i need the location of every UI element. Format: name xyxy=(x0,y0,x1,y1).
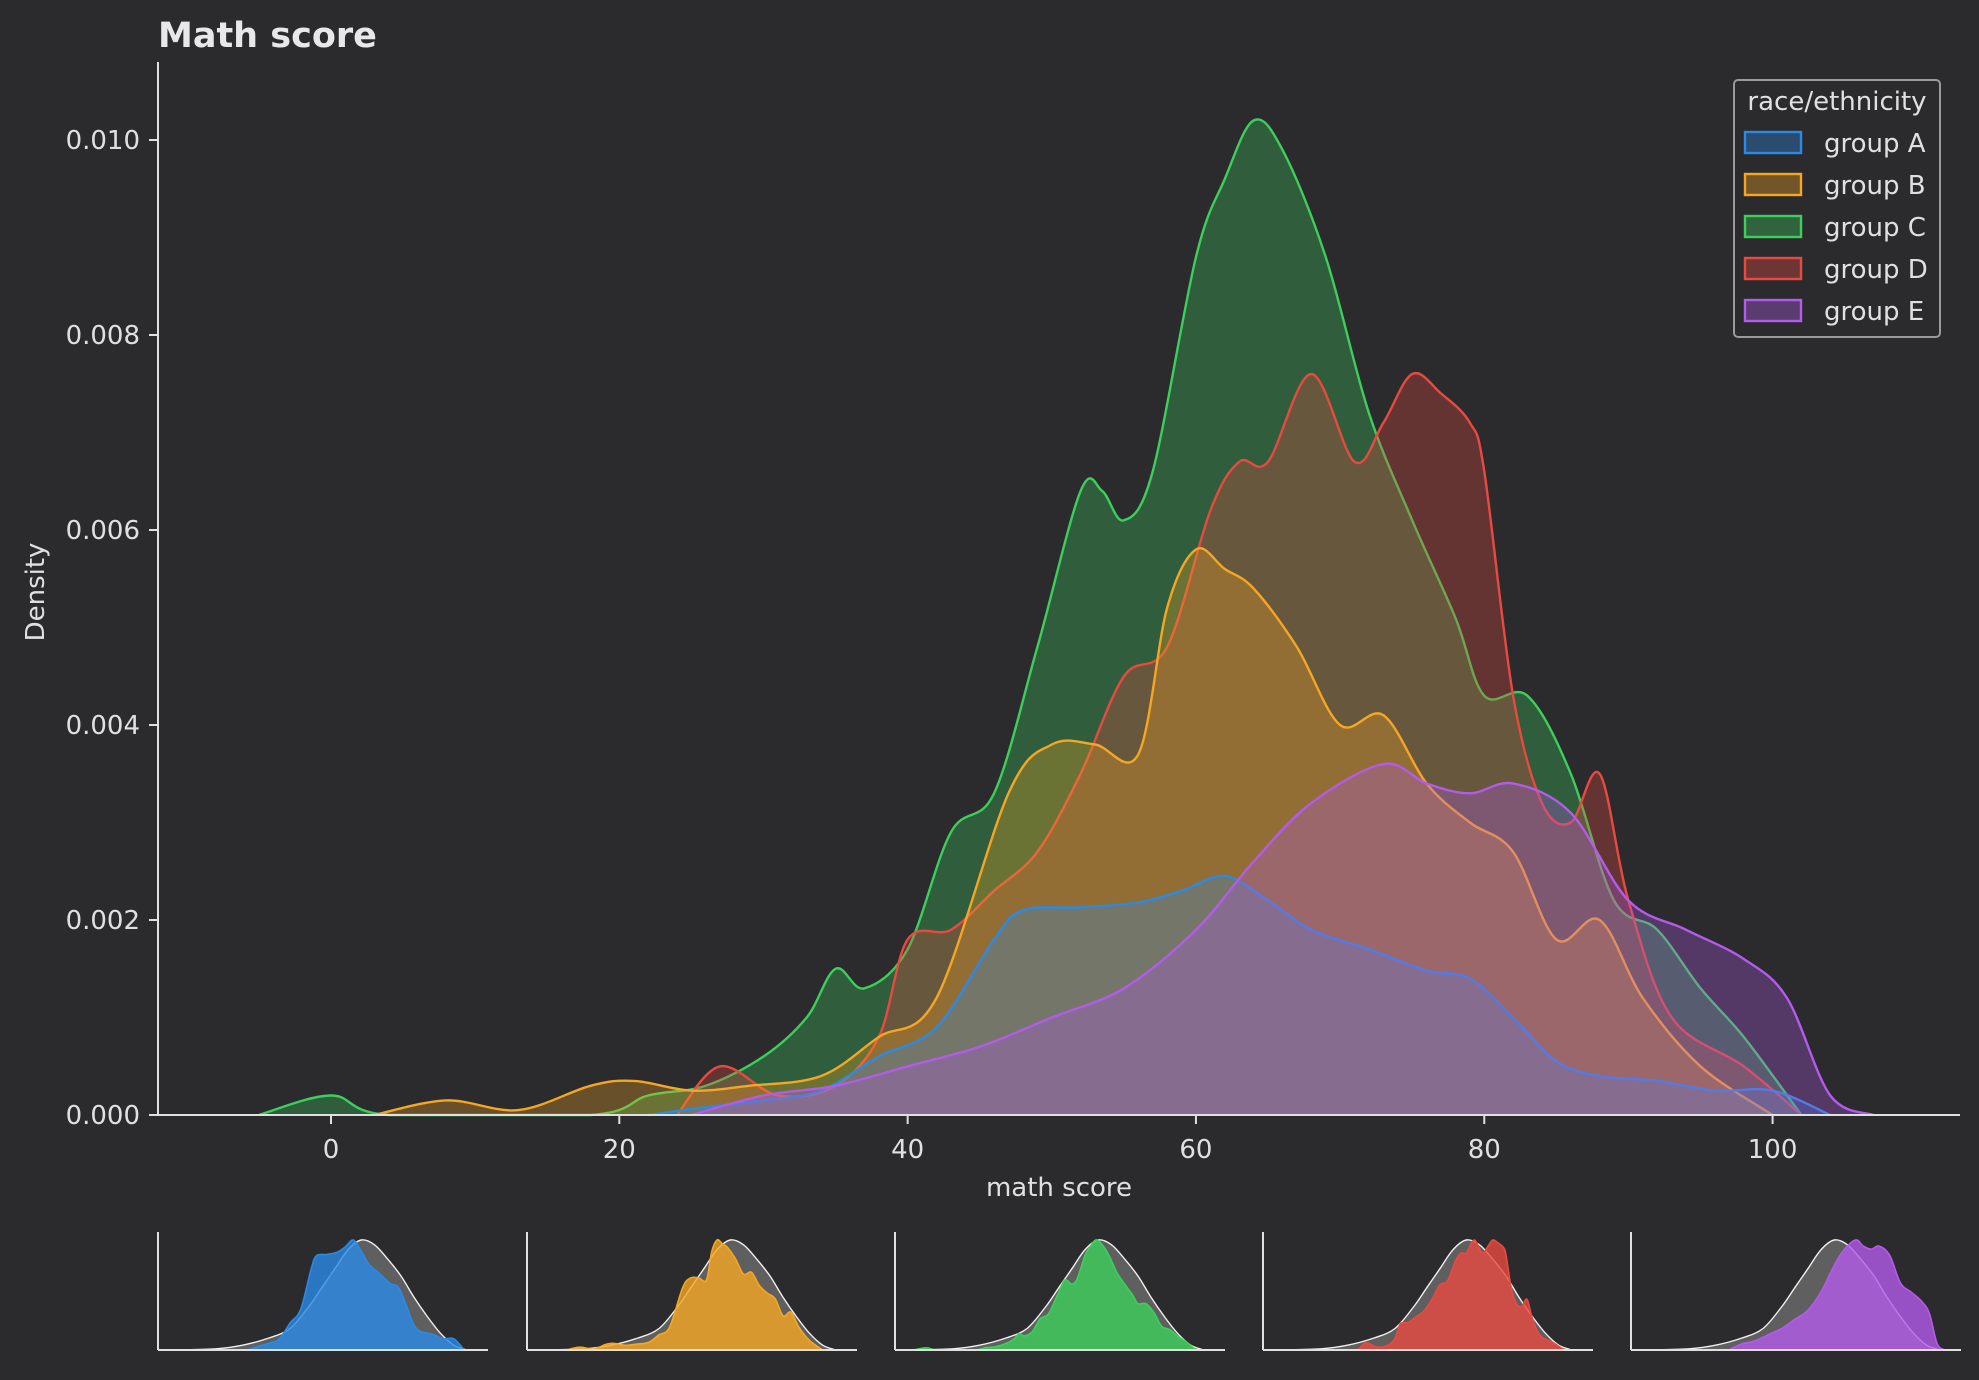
mini-group-area xyxy=(913,1239,1196,1350)
y-tick-label: 0.000 xyxy=(66,1101,140,1131)
legend-label-group-d: group D xyxy=(1824,255,1928,285)
area-group-d xyxy=(677,373,1802,1115)
mini-overall-line xyxy=(1281,1239,1573,1351)
chart-title: Math score xyxy=(158,16,377,56)
mini-group-area xyxy=(566,1239,823,1350)
legend-swatch-group-c xyxy=(1743,214,1803,239)
x-tick-label: 80 xyxy=(1468,1135,1501,1165)
legend-label-group-c: group C xyxy=(1824,213,1926,243)
line-group-b xyxy=(373,547,1774,1117)
x-tick-label: 0 xyxy=(323,1135,340,1165)
density-areas xyxy=(258,118,1874,1117)
legend-swatch-group-e xyxy=(1743,298,1803,323)
mini-panel-group-a xyxy=(157,1232,488,1351)
y-tick-label: 0.010 xyxy=(66,126,140,156)
mini-overall-line xyxy=(545,1239,837,1351)
area-group-b xyxy=(374,548,1773,1115)
line-group-a xyxy=(647,874,1831,1117)
x-tick-label: 20 xyxy=(603,1135,636,1165)
legend-swatch-group-b xyxy=(1743,172,1803,197)
y-tick-label: 0.004 xyxy=(66,711,140,741)
mini-group-line xyxy=(1357,1239,1565,1351)
mini-group-line xyxy=(566,1238,824,1351)
mini-group-area xyxy=(1728,1239,1946,1350)
mini-panel-group-d xyxy=(1262,1232,1593,1351)
area-group-a xyxy=(648,875,1831,1115)
main-axes xyxy=(157,62,1960,1116)
area-group-c xyxy=(258,119,1802,1116)
x-tick-label: 100 xyxy=(1748,1135,1798,1165)
line-group-c xyxy=(258,118,1803,1117)
legend-frame xyxy=(1733,79,1941,338)
y-axis-label: Density xyxy=(21,543,51,642)
legend-swatch-group-d xyxy=(1743,256,1803,281)
y-ticks: 0.000 0.002 0.004 0.006 0.008 0.010 xyxy=(66,126,158,1131)
mini-group-area xyxy=(247,1239,465,1350)
legend-label-group-e: group E xyxy=(1824,297,1924,327)
y-tick-label: 0.002 xyxy=(66,906,140,936)
mini-group-line xyxy=(913,1239,1197,1351)
small-multiples xyxy=(157,1232,1961,1351)
legend-swatch-group-a xyxy=(1743,130,1803,155)
legend-label-group-b: group B xyxy=(1824,171,1926,201)
mini-group-line xyxy=(247,1239,465,1351)
line-group-d xyxy=(676,371,1803,1116)
y-tick-label: 0.006 xyxy=(66,516,140,546)
x-ticks: 0 20 40 60 80 100 xyxy=(323,1115,1798,1165)
legend: race/ethnicity group A group B group C grou… xyxy=(1733,79,1941,338)
legend-title: race/ethnicity xyxy=(1747,87,1926,117)
mini-panel-group-c xyxy=(894,1232,1225,1351)
x-axis-label: math score xyxy=(986,1173,1132,1203)
legend-label-group-a: group A xyxy=(1824,129,1926,159)
mini-group-line xyxy=(1728,1239,1946,1351)
x-tick-label: 40 xyxy=(891,1135,924,1165)
line-group-e xyxy=(691,762,1874,1117)
y-tick-label: 0.008 xyxy=(66,321,140,351)
area-group-e xyxy=(691,763,1874,1115)
mini-panel-group-b xyxy=(526,1232,857,1351)
mini-panel-group-e xyxy=(1630,1232,1961,1351)
x-tick-label: 60 xyxy=(1179,1135,1212,1165)
